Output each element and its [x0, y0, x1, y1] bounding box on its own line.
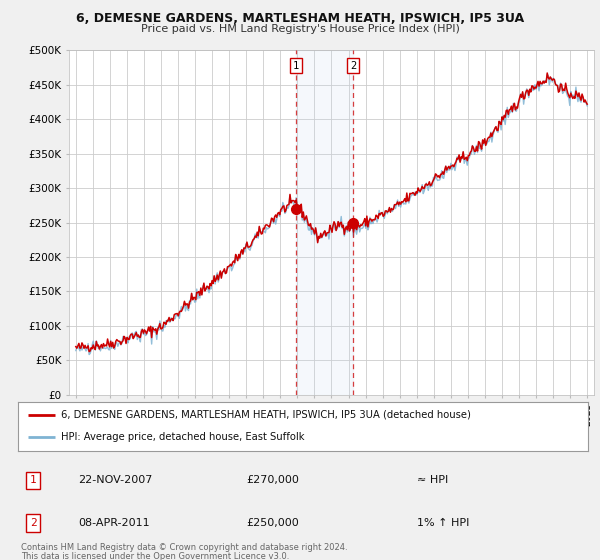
Text: 2: 2 [30, 518, 37, 528]
Text: 1: 1 [30, 475, 37, 486]
Text: Price paid vs. HM Land Registry's House Price Index (HPI): Price paid vs. HM Land Registry's House … [140, 24, 460, 34]
Text: This data is licensed under the Open Government Licence v3.0.: This data is licensed under the Open Gov… [21, 552, 289, 560]
Text: £270,000: £270,000 [246, 475, 299, 486]
Text: 6, DEMESNE GARDENS, MARTLESHAM HEATH, IPSWICH, IP5 3UA (detached house): 6, DEMESNE GARDENS, MARTLESHAM HEATH, IP… [61, 410, 470, 420]
Text: 1: 1 [293, 60, 299, 71]
Text: 08-APR-2011: 08-APR-2011 [78, 518, 149, 528]
Text: 22-NOV-2007: 22-NOV-2007 [78, 475, 152, 486]
Text: Contains HM Land Registry data © Crown copyright and database right 2024.: Contains HM Land Registry data © Crown c… [21, 543, 347, 552]
Text: ≈ HPI: ≈ HPI [417, 475, 448, 486]
Bar [296, 50, 353, 395]
Text: 1% ↑ HPI: 1% ↑ HPI [417, 518, 469, 528]
Text: 6, DEMESNE GARDENS, MARTLESHAM HEATH, IPSWICH, IP5 3UA: 6, DEMESNE GARDENS, MARTLESHAM HEATH, IP… [76, 12, 524, 25]
Text: £250,000: £250,000 [246, 518, 299, 528]
Text: 2: 2 [350, 60, 356, 71]
Text: HPI: Average price, detached house, East Suffolk: HPI: Average price, detached house, East… [61, 432, 304, 442]
